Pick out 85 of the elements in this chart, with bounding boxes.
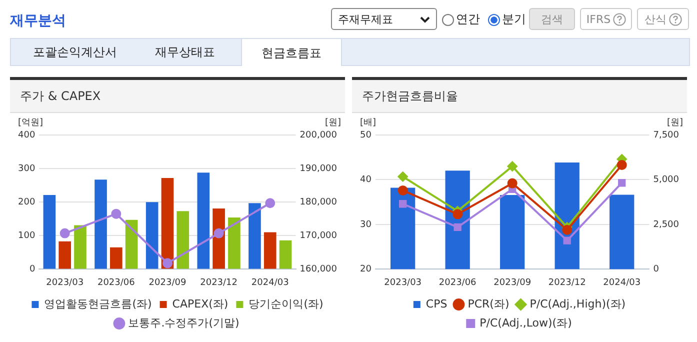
- bar: [279, 240, 292, 269]
- y-tick-label: 20: [360, 264, 372, 275]
- text: 검색: [529, 8, 575, 30]
- x-tick-label: 2023/12: [200, 278, 238, 288]
- text: 분기: [501, 11, 526, 28]
- bar: [94, 180, 107, 269]
- y2-tick-label: 180,000: [300, 197, 338, 208]
- bar: [264, 232, 276, 269]
- bar: [176, 211, 190, 269]
- y2-tick-label: 190,000: [300, 164, 338, 174]
- point: [454, 223, 462, 231]
- point: [507, 178, 518, 188]
- bar: [161, 178, 174, 269]
- text: 산식: [637, 8, 689, 30]
- text: IFRS: [580, 8, 632, 30]
- bar: [610, 194, 634, 270]
- y2-tick-label: 2,500: [653, 220, 680, 230]
- chart-title: 주가현금흐름비율: [352, 80, 687, 113]
- point: [60, 228, 70, 238]
- legend-label: CAPEX(좌): [172, 297, 228, 310]
- text: 재무분석: [10, 12, 66, 30]
- y-axis-title: [억원]: [18, 118, 44, 128]
- y-axis-title: [배]: [360, 118, 376, 128]
- text: 재무상태표: [154, 44, 216, 61]
- point: [111, 208, 122, 219]
- bar: [125, 220, 138, 269]
- y2-tick-label: 7,500: [653, 130, 680, 140]
- y-tick-label: 40: [360, 175, 372, 186]
- y-tick-label: 300: [18, 164, 36, 174]
- legend-label: 보통주.수정주가(기말): [128, 316, 240, 330]
- y-tick-label: 100: [18, 230, 36, 241]
- chart-title: 주가 & CAPEX: [10, 80, 345, 113]
- bar: [248, 203, 261, 269]
- bar: [43, 195, 56, 269]
- y2-tick-label: 170,000: [300, 230, 338, 241]
- point: [398, 172, 408, 182]
- legend-label: 영업활동현금흐름(좌): [44, 297, 152, 310]
- y2-axis-title: [원]: [666, 118, 683, 128]
- y-tick-label: 200: [18, 197, 36, 208]
- bar: [74, 225, 86, 269]
- bar: [146, 202, 158, 269]
- y2-tick-label: 160,000: [300, 264, 338, 275]
- text: 연간: [455, 11, 480, 28]
- point: [563, 236, 571, 244]
- x-tick-label: 2023/03: [384, 278, 422, 288]
- bar: [197, 172, 210, 269]
- point: [398, 185, 408, 196]
- x-tick-label: 2023/09: [148, 278, 186, 288]
- text: 주재무제표: [338, 12, 393, 26]
- point: [452, 209, 463, 220]
- y-tick-label: 0: [29, 264, 36, 275]
- legend-label: PCR(좌): [468, 297, 510, 310]
- x-tick-label: 2023/12: [548, 278, 586, 288]
- y-tick-label: 400: [18, 130, 36, 140]
- bar: [228, 218, 240, 269]
- legend-label: 당기순이익(좌): [248, 297, 324, 310]
- bar: [390, 188, 416, 270]
- y2-tick-label: 0: [653, 264, 660, 275]
- bar: [58, 241, 71, 269]
- x-tick-label: 2023/09: [494, 278, 532, 288]
- point: [616, 160, 627, 170]
- legend-label: P/C(Adj.,Low)(좌): [480, 316, 572, 330]
- x-tick-label: 2023/06: [97, 278, 136, 288]
- bar: [110, 247, 122, 269]
- x-tick-label: 2024/03: [251, 278, 289, 288]
- x-tick-label: 2023/06: [438, 278, 477, 288]
- text: 포괄손익계산서: [32, 44, 118, 61]
- bar: [500, 194, 525, 270]
- y-tick-label: 50: [360, 130, 372, 140]
- point: [162, 258, 172, 268]
- point: [399, 200, 407, 208]
- point: [618, 179, 626, 187]
- y2-tick-label: 200,000: [300, 130, 338, 140]
- text: 현금흐름표: [241, 38, 342, 66]
- point: [562, 224, 572, 235]
- y2-tick-label: 5,000: [653, 175, 680, 186]
- x-tick-label: 2024/03: [603, 278, 641, 288]
- point: [214, 228, 224, 238]
- legend-label: CPS: [426, 297, 448, 310]
- point: [265, 198, 276, 208]
- x-tick-label: 2023/03: [46, 278, 84, 288]
- y-tick-label: 30: [360, 220, 372, 230]
- y2-axis-title: [원]: [324, 118, 341, 128]
- legend-label: P/C(Adj.,High)(좌): [530, 297, 626, 310]
- point: [507, 161, 518, 172]
